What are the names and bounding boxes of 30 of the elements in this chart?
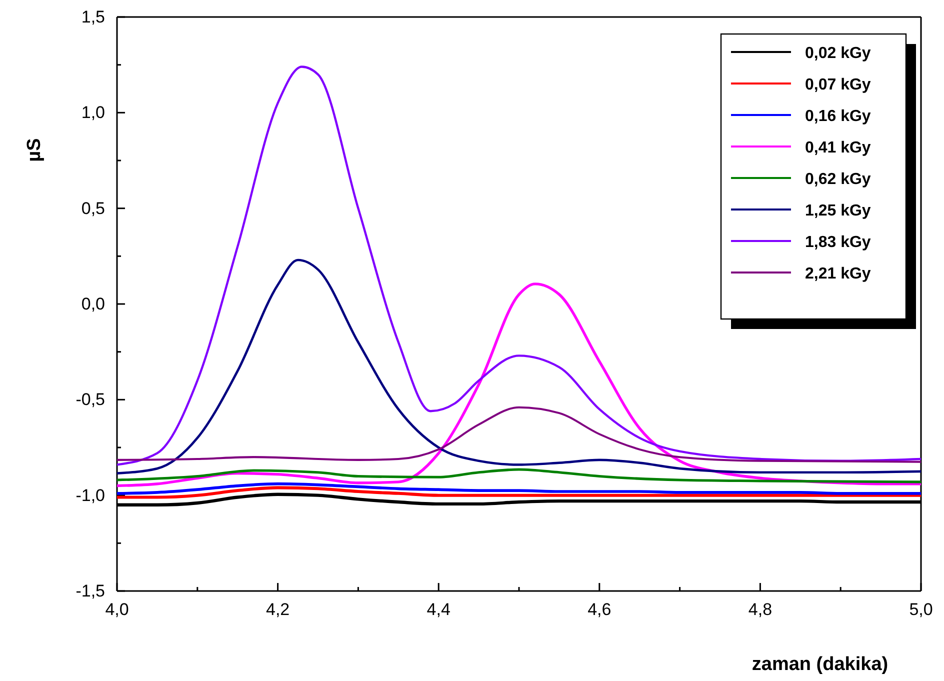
x-tick-label: 4,6 <box>588 600 612 620</box>
x-tick-label: 4,8 <box>748 600 772 620</box>
x-axis-title: zaman (dakika) <box>752 654 888 675</box>
line-series <box>117 66 921 466</box>
x-tick-label: 4,2 <box>266 600 290 620</box>
line-series <box>117 486 921 499</box>
x-tick-label: 5,0 <box>909 600 933 620</box>
line-series <box>117 468 921 484</box>
y-tick-label: -1,5 <box>76 581 105 600</box>
line-series <box>117 482 921 495</box>
legend-label: 0,16 kGy <box>805 108 871 125</box>
y-tick-label: 0,0 <box>81 294 105 314</box>
y-tick-label: -1,0 <box>76 486 105 505</box>
y-tick-label: 1,0 <box>81 103 105 122</box>
line-series <box>117 258 921 475</box>
line-series <box>117 282 921 488</box>
y-tick-label: 0,5 <box>81 198 105 218</box>
x-tick-label: 4,4 <box>426 600 450 620</box>
y-tick-label: -0,5 <box>76 390 105 410</box>
legend-label: 0,07 kGy <box>805 76 871 94</box>
legend-label: 0,62 kGy <box>805 171 871 188</box>
legend-label: 1,83 kGy <box>805 234 871 251</box>
legend-label: 2,21 kGy <box>805 266 871 282</box>
line-series <box>117 406 921 463</box>
y-axis-title: µS <box>24 138 45 162</box>
legend-label: 0,02 kGy <box>805 45 871 62</box>
legend-label: 1,25 kGy <box>805 202 871 220</box>
legend-label: 0,41 kGy <box>805 140 871 156</box>
x-tick-label: 4,0 <box>105 600 129 620</box>
y-tick-label: 1,5 <box>81 7 105 26</box>
